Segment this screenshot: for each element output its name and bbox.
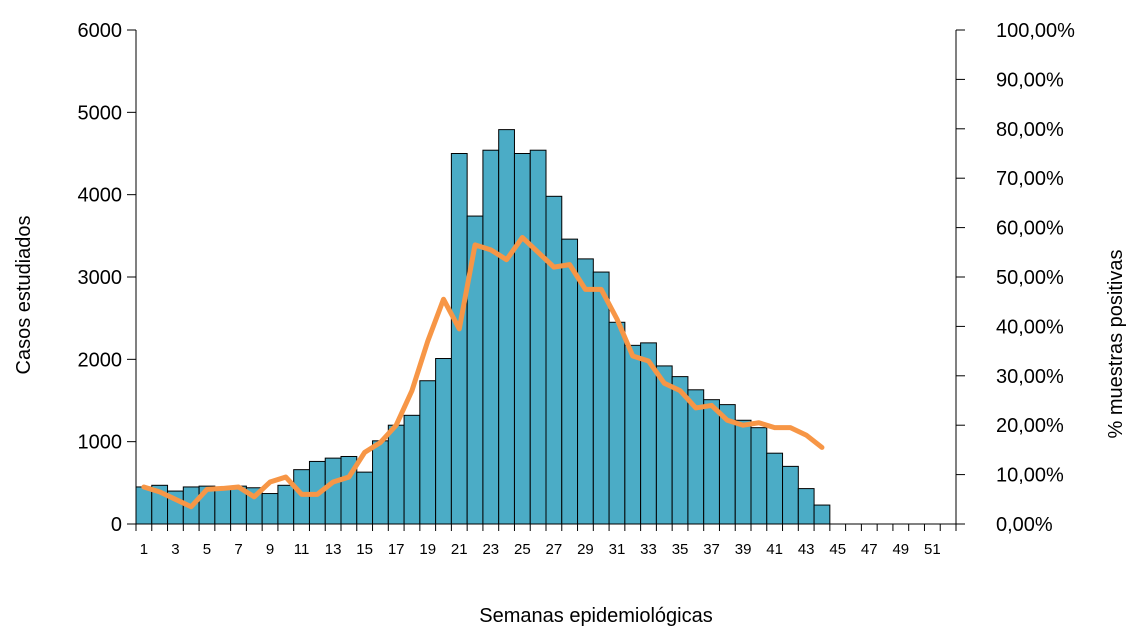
bar-week-19 (419, 380, 437, 525)
y2-tick-label: 10,00% (996, 465, 1064, 487)
x-tick-label: 7 (234, 541, 242, 558)
bar-series (135, 129, 831, 525)
bar-week-39 (734, 419, 752, 525)
y2-tick-label: 0,00% (996, 514, 1053, 536)
bar-week-30 (592, 271, 610, 525)
bar-week-37 (703, 399, 720, 525)
ticks: 0 1000 2000 3000 4000 5000 6000 0,00% 10,00% 20,0… (78, 20, 1076, 558)
bar-week-21 (450, 153, 468, 525)
x-tick-label: 49 (892, 541, 909, 558)
bar-week-10 (277, 484, 295, 525)
bar-week-18 (403, 414, 421, 525)
x-tick-label: 17 (388, 541, 405, 558)
bar-week-13 (324, 457, 342, 525)
x-tick-label: 47 (861, 541, 878, 558)
x-axis-title: Semanas epidemiológicas (479, 605, 712, 627)
x-tick-label: 35 (672, 541, 689, 558)
y-tick-label: 1000 (78, 432, 123, 454)
y-tick-label: 4000 (78, 185, 123, 207)
bar-week-9 (261, 493, 279, 525)
bar-week-16 (372, 440, 389, 525)
bar-week-15 (356, 471, 374, 525)
y2-tick-label: 60,00% (996, 218, 1064, 240)
bar-week-26 (529, 149, 547, 525)
bar-week-24 (498, 129, 515, 525)
bar-week-28 (561, 238, 579, 525)
bar-week-27 (545, 195, 563, 525)
y-tick-label: 2000 (78, 349, 123, 371)
y-tick-label: 6000 (78, 20, 123, 42)
bar-week-42 (782, 465, 799, 525)
bar-week-6 (214, 486, 232, 525)
x-tick-label: 33 (640, 541, 657, 558)
y2-tick-label: 20,00% (996, 415, 1064, 437)
bar-week-31 (608, 321, 626, 525)
x-tick-label: 19 (419, 541, 436, 558)
y-tick-label: 5000 (78, 102, 123, 124)
x-tick-label: 29 (577, 541, 594, 558)
x-tick-label: 15 (356, 541, 373, 558)
bar-week-44 (813, 504, 831, 525)
y2-tick-label: 50,00% (996, 267, 1064, 289)
y2-tick-label: 40,00% (996, 316, 1064, 338)
x-tick-label: 51 (924, 541, 941, 558)
x-tick-label: 37 (703, 541, 720, 558)
x-tick-label: 11 (294, 541, 310, 558)
y2-tick-label: 100,00% (996, 20, 1075, 42)
x-tick-label: 39 (735, 541, 752, 558)
bar-week-34 (655, 365, 673, 525)
x-tick-label: 9 (266, 541, 274, 558)
bar-week-40 (750, 427, 768, 525)
bar-week-17 (387, 424, 405, 525)
bar-week-25 (513, 153, 531, 525)
y-tick-label: 3000 (78, 267, 123, 289)
x-tick-label: 5 (203, 541, 211, 558)
y2-tick-label: 80,00% (996, 119, 1064, 141)
x-tick-label: 1 (140, 541, 148, 558)
x-tick-label: 25 (514, 541, 531, 558)
x-tick-label: 27 (546, 541, 563, 558)
x-tick-label: 3 (171, 541, 179, 558)
bar-week-41 (766, 452, 784, 525)
bar-week-20 (435, 358, 452, 525)
y-tick-label: 0 (111, 514, 122, 536)
y-axis-title: Casos estudiados (13, 216, 35, 375)
x-tick-label: 41 (766, 541, 783, 558)
bar-week-32 (624, 344, 642, 525)
positivity-line (141, 234, 825, 510)
y2-tick-label: 30,00% (996, 366, 1064, 388)
x-tick-label: 21 (451, 541, 468, 558)
y2-tick-label: 90,00% (996, 69, 1064, 91)
x-tick-label: 31 (609, 541, 626, 558)
y2-tick-label: 70,00% (996, 168, 1064, 190)
x-tick-label: 43 (798, 541, 815, 558)
x-tick-label: 45 (829, 541, 846, 558)
x-tick-label: 13 (325, 541, 342, 558)
x-tick-label: 23 (482, 541, 499, 558)
bar-week-23 (482, 149, 500, 525)
bar-week-43 (797, 488, 815, 525)
y2-axis-title: % muestras positivas (1105, 250, 1127, 439)
bar-week-29 (577, 258, 594, 525)
bar-week-1 (135, 486, 153, 525)
